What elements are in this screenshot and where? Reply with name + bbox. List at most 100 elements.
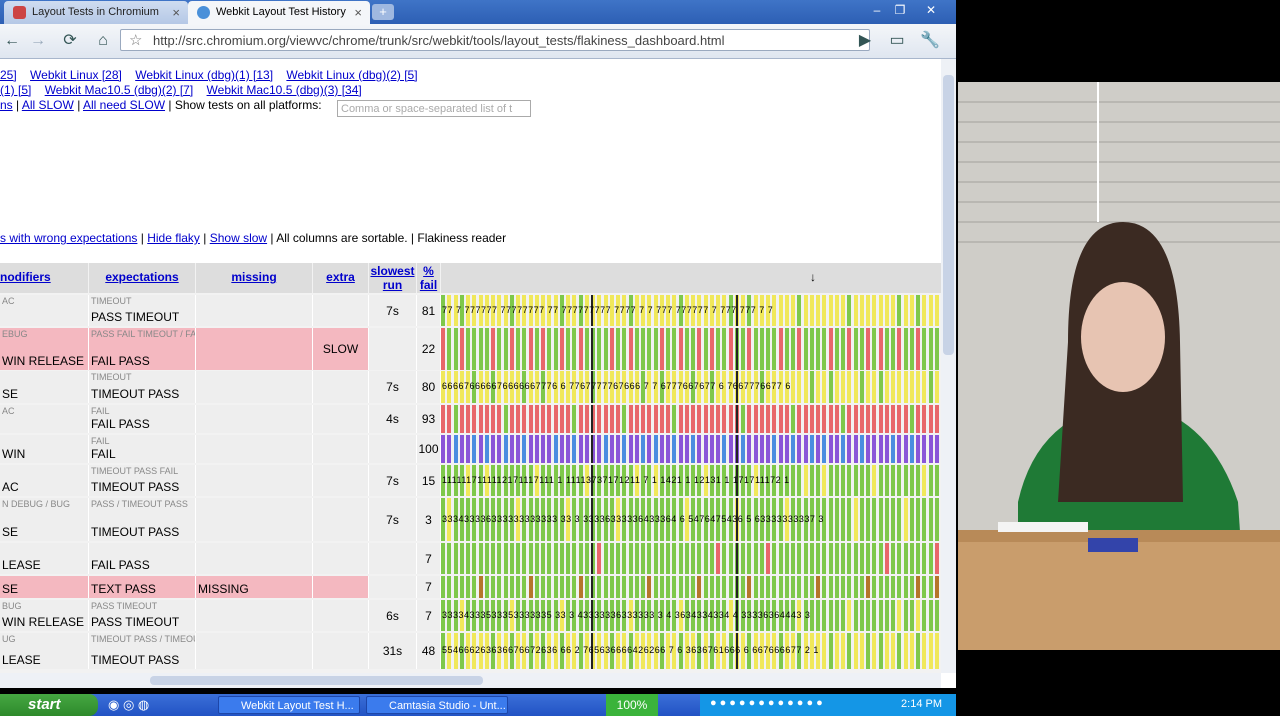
builder-link[interactable]: 25]	[0, 68, 17, 82]
zoom-indicator[interactable]: 100%	[606, 694, 658, 716]
chromium-icon	[197, 6, 210, 19]
history-bar	[934, 328, 939, 370]
close-icon[interactable]: ×	[354, 5, 362, 20]
arrow-left-icon[interactable]: ←	[4, 32, 20, 49]
tab-webkit-history[interactable]: Webkit Layout Test History ×	[188, 1, 370, 24]
history-bar	[697, 576, 702, 598]
history-bar	[797, 295, 802, 326]
table-row[interactable]: SE TIMEOUT TIMEOUT PASS 7s 80 666676666676666…	[0, 371, 941, 403]
close-window-icon[interactable]: ✕	[925, 3, 937, 17]
table-row[interactable]: SE TEXT PASS MISSING 7	[0, 576, 941, 598]
close-icon[interactable]: ×	[172, 5, 180, 20]
table-row[interactable]: AC TIMEOUT PASS TIMEOUT 7s 81 77 7 777777 777…	[0, 295, 941, 326]
page-menu-icon[interactable]: ▭	[889, 32, 905, 49]
scroll-thumb[interactable]	[943, 75, 954, 355]
horizontal-scrollbar[interactable]	[0, 673, 941, 688]
history-bar	[459, 371, 464, 403]
history-bar	[622, 498, 627, 541]
table-row[interactable]: BUG WIN RELEASE PASS TIMEOUT PASS TIMEOUT 6s…	[0, 600, 941, 631]
platform-filter-input[interactable]: Comma or space-separated list of t	[337, 100, 531, 117]
all-slow-link[interactable]: All SLOW	[21, 98, 74, 112]
wrong-expectations-link[interactable]: s with wrong expectations	[0, 231, 138, 245]
start-button[interactable]: start	[0, 694, 98, 716]
address-bar[interactable]: ☆ http://src.chromium.org/viewvc/chrome/…	[120, 29, 870, 51]
vertical-scrollbar[interactable]	[941, 59, 956, 673]
table-row[interactable]: AC TIMEOUT PASS FAIL TIMEOUT PASS 7s 15 11111…	[0, 465, 941, 496]
builder-link[interactable]: (1) [5]	[0, 83, 32, 97]
quicklaunch-icons[interactable]: ◉ ◎ ◍	[108, 697, 150, 712]
go-icon[interactable]: ▶	[858, 32, 872, 49]
history-cell[interactable]	[441, 405, 941, 433]
header-missing[interactable]: missing	[196, 263, 312, 293]
history-cell[interactable]: 33334333533353333335 33 3 43333336333333…	[441, 600, 941, 631]
history-bar	[603, 600, 608, 631]
history-bar	[609, 576, 614, 598]
history-cell[interactable]	[441, 543, 941, 574]
builder-link[interactable]: Webkit Mac10.5 (dbg)(3) [34]	[206, 83, 362, 97]
home-icon[interactable]: ⌂	[98, 32, 108, 49]
history-bar	[809, 543, 814, 574]
header-expectations[interactable]: expectations	[89, 263, 195, 293]
header-slowest-run[interactable]: slowest run	[369, 263, 416, 293]
history-cell[interactable]: 333433336333333333333 33 3 3333633333643…	[441, 498, 941, 541]
history-bar	[659, 328, 664, 370]
history-bar	[634, 295, 639, 326]
minimize-icon[interactable]: –	[873, 3, 881, 17]
builder-link[interactable]: Webkit Linux (dbg)(2) [5]	[286, 68, 418, 82]
tab-layout-tests[interactable]: Layout Tests in Chromium ×	[4, 1, 188, 24]
header-modifiers[interactable]: nodifiers	[0, 263, 88, 293]
all-need-slow-link[interactable]: All need SLOW	[82, 98, 166, 112]
history-cell[interactable]: 666676666676666667776 6 7767777767666 7 …	[441, 371, 941, 403]
header-pct-fail[interactable]: % fail	[417, 263, 440, 293]
history-bar	[747, 328, 752, 370]
history-bar	[822, 498, 827, 541]
hide-flaky-link[interactable]: Hide flaky	[147, 231, 200, 245]
history-cell[interactable]	[441, 576, 941, 598]
history-bar	[803, 576, 808, 598]
history-bar	[909, 600, 914, 631]
header-history[interactable]: ↓	[441, 263, 941, 293]
reload-icon[interactable]: ⟳	[63, 32, 77, 49]
arrow-right-icon[interactable]: →	[30, 32, 46, 49]
scroll-thumb[interactable]	[150, 676, 483, 685]
history-bar	[603, 371, 608, 403]
builder-link[interactable]: Webkit Linux [28]	[30, 68, 122, 82]
history-bar	[716, 498, 720, 541]
history-bar	[859, 498, 864, 541]
show-slow-link[interactable]: Show slow	[209, 231, 268, 245]
history-bar	[803, 633, 808, 669]
history-bar	[741, 543, 745, 574]
table-row[interactable]: LEASE FAIL PASS 7	[0, 543, 941, 574]
table-row[interactable]: AC FAIL FAIL PASS 4s 93	[0, 405, 941, 433]
modifiers-cell: SE	[0, 576, 89, 598]
history-bar	[728, 295, 733, 326]
history-bar	[659, 600, 664, 631]
history-bar	[597, 328, 602, 370]
history-bar	[834, 498, 839, 541]
restore-icon[interactable]: ❐	[894, 3, 906, 17]
builder-link[interactable]: Webkit Mac10.5 (dbg)(2) [7]	[44, 83, 194, 97]
history-bar	[866, 328, 870, 370]
history-cell[interactable]: 1111117111112171117111 1 11113737171211 …	[441, 465, 941, 496]
table-row[interactable]: N DEBUG / BUG SE PASS / TIMEOUT PASS TIMEOU…	[0, 498, 941, 541]
history-bar	[653, 295, 658, 326]
star-icon[interactable]: ☆	[129, 32, 143, 49]
expectations-cell: TIMEOUT PASS / TIMEOUT PASS TEXTTIMEOUT …	[89, 633, 196, 669]
ns-link[interactable]: ns	[0, 98, 13, 112]
history-cell[interactable]: 77 7 777777 77777777 77 777777777 7777 7…	[441, 295, 941, 326]
tray-icons[interactable]: ●●●●●●●●●●●●	[710, 697, 826, 709]
history-cell[interactable]	[441, 435, 941, 463]
history-cell[interactable]: 554666263636676672636 66 2 7656366664262…	[441, 633, 941, 669]
table-row[interactable]: WIN FAIL FAIL 100	[0, 435, 941, 463]
history-bar	[859, 435, 864, 463]
new-tab-button[interactable]: +	[372, 4, 394, 20]
builder-link[interactable]: Webkit Linux (dbg)(1) [13]	[135, 68, 274, 82]
header-extra[interactable]: extra	[313, 263, 368, 293]
task-camtasia[interactable]: Camtasia Studio - Unt...	[366, 696, 508, 714]
task-webkit[interactable]: Webkit Layout Test H...	[218, 696, 360, 714]
slowest-cell: 4s	[369, 405, 417, 433]
history-cell[interactable]	[441, 328, 941, 370]
wrench-icon[interactable]: 🔧	[920, 32, 940, 49]
